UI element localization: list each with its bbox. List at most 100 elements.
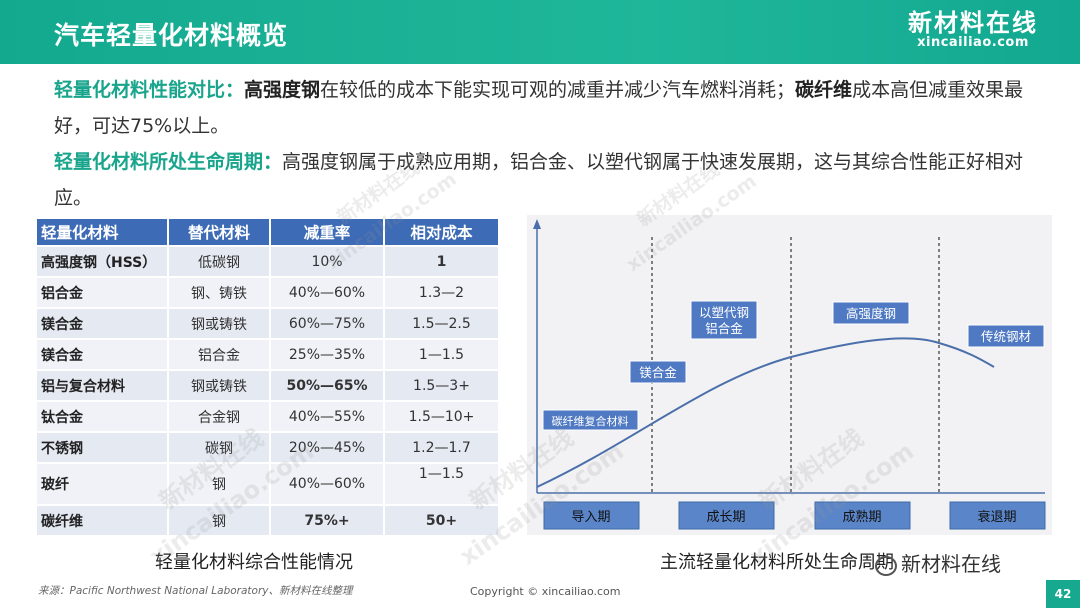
cell-rate: 50%—65% [271, 371, 383, 400]
table-row: 碳纤维 钢 75%+ 50+ [37, 506, 498, 535]
cell-replace: 钢或铸铁 [169, 309, 269, 338]
cell-rate: 25%—35% [271, 340, 383, 369]
col-header-rate: 减重率 [271, 219, 383, 245]
cell-replace: 铝合金 [169, 340, 269, 369]
annotation-box-magnesium [629, 360, 687, 384]
cell-material: 镁合金 [37, 309, 167, 338]
table-row: 镁合金 钢或铸铁 60%—75% 1.5—2.5 [37, 309, 498, 338]
cell-replace: 钢或铸铁 [169, 371, 269, 400]
annotation-hss: 高强度钢 [832, 301, 910, 325]
logo-en: xincailiao.com [917, 35, 1029, 50]
cell-rate: 20%—45% [271, 433, 383, 462]
cell-material: 镁合金 [37, 340, 167, 369]
intro-bold-cf: 碳纤维 [795, 79, 853, 101]
wechat-badge: 新材料在线 [875, 548, 1001, 577]
annotation-magnesium: 镁合金 [629, 360, 687, 384]
cell-rate: 10% [271, 247, 383, 276]
table-row: 高强度钢（HSS） 低碳钢 10% 1 [37, 247, 498, 276]
phase-box-mature [814, 501, 911, 530]
annotation-plastic-aluminum: 以塑代钢 铝合金 [690, 300, 758, 340]
phase-label-intro: 导入期 [543, 501, 640, 530]
annotation-text-carbon-fiber: 碳纤维复合材料 [552, 414, 629, 428]
annotation-text-aluminum: 铝合金 [705, 321, 743, 336]
table-row: 钛合金 合金钢 40%—55% 1.5—10+ [37, 402, 498, 431]
intro-text-3: 高强度钢属于成熟应用期，铝合金、以塑代钢属于快速发展期，这与其综合性能正好相对应… [54, 151, 1024, 209]
annotation-box-hss [832, 301, 910, 325]
annotation-text-plastic: 以塑代钢 [699, 305, 749, 320]
cell-material: 不锈钢 [37, 433, 167, 462]
cell-replace: 钢 [169, 506, 269, 535]
cell-rate: 40%—60% [271, 464, 383, 504]
phase-box-growth [678, 501, 775, 530]
phase-label-decline: 衰退期 [949, 501, 1046, 530]
annotation-box-carbon-fiber [542, 409, 639, 431]
annotation-text-hss: 高强度钢 [846, 306, 896, 321]
cell-material: 铝合金 [37, 278, 167, 307]
source-note: 来源：Pacific Northwest National Laboratory… [38, 585, 353, 597]
cell-material: 铝与复合材料 [37, 371, 167, 400]
annotation-text-traditional-steel: 传统钢材 [981, 329, 1031, 344]
col-header-replace: 替代材料 [169, 219, 269, 245]
cell-replace: 钢、铸铁 [169, 278, 269, 307]
cell-cost: 1.5—3+ [385, 371, 498, 400]
cell-rate: 60%—75% [271, 309, 383, 338]
cell-cost: 50+ [385, 506, 498, 535]
lifecycle-chart: 导入期 成长期 成熟期 衰退期 碳纤维复合材料 镁合金 以塑代钢 铝合金 [527, 215, 1052, 535]
cell-material: 碳纤维 [37, 506, 167, 535]
page-number: 42 [1046, 580, 1080, 608]
page-title: 汽车轻量化材料概览 [54, 21, 289, 50]
annotation-carbon-fiber: 碳纤维复合材料 [542, 409, 639, 431]
cell-cost: 1.5—10+ [385, 402, 498, 431]
phase-box-intro [543, 501, 640, 530]
cell-rate: 40%—55% [271, 402, 383, 431]
cell-cost: 1.2—1.7 [385, 433, 498, 462]
cell-cost: 1.5—2.5 [385, 309, 498, 338]
table-row: 镁合金 铝合金 25%—35% 1—1.5 [37, 340, 498, 369]
col-header-cost: 相对成本 [385, 219, 498, 245]
wechat-icon [875, 555, 897, 576]
table-caption: 轻量化材料综合性能情况 [155, 552, 353, 573]
phase-text-decline: 衰退期 [977, 509, 1016, 525]
chart-caption: 主流轻量化材料所处生命周期 [660, 552, 894, 573]
logo-cn: 新材料在线 [908, 9, 1038, 37]
cell-replace: 钢 [169, 464, 269, 504]
cell-cost: 1.3—2 [385, 278, 498, 307]
y-axis-arrow [533, 219, 541, 229]
lifecycle-curve [536, 337, 995, 488]
table-row: 铝合金 钢、铸铁 40%—60% 1.3—2 [37, 278, 498, 307]
phase-text-intro: 导入期 [571, 510, 610, 525]
annotation-text-magnesium: 镁合金 [639, 365, 677, 380]
phase-text-mature: 成熟期 [842, 509, 881, 525]
table-row: 不锈钢 碳钢 20%—45% 1.2—1.7 [37, 433, 498, 462]
table-row: 玻纤 钢 40%—60% 1—1.5 [37, 464, 498, 504]
cell-rate: 40%—60% [271, 278, 383, 307]
intro-bold-hss: 高强度钢 [244, 79, 321, 101]
table-row: 铝与复合材料 钢或铸铁 50%—65% 1.5—3+ [37, 371, 498, 400]
cell-cost: 1—1.5 [385, 340, 498, 369]
brand-logo[interactable]: 新材料在线 xincailiao.com [908, 10, 1038, 50]
cell-material: 玻纤 [37, 464, 167, 504]
intro-label-1: 轻量化材料性能对比： [54, 79, 245, 101]
phase-box-decline [949, 501, 1046, 530]
table-header-row: 轻量化材料 替代材料 减重率 相对成本 [37, 219, 498, 245]
cell-rate: 75%+ [271, 506, 383, 535]
cell-material: 钛合金 [37, 402, 167, 431]
cell-replace: 碳钢 [169, 433, 269, 462]
annotation-box-plastic-aluminum [690, 300, 758, 340]
materials-table: 轻量化材料 替代材料 减重率 相对成本 高强度钢（HSS） 低碳钢 10% 1 … [35, 217, 500, 537]
cell-replace: 合金钢 [169, 402, 269, 431]
annotation-box-traditional-steel [967, 324, 1045, 348]
phase-label-growth: 成长期 [678, 501, 775, 530]
intro-text: 轻量化材料性能对比：高强度钢在较低的成本下能实现可观的减重并减少汽车燃料消耗；碳… [54, 72, 1044, 216]
col-header-material: 轻量化材料 [37, 219, 167, 245]
intro-paragraph-1: 轻量化材料性能对比：高强度钢在较低的成本下能实现可观的减重并减少汽车燃料消耗；碳… [54, 72, 1044, 144]
cell-cost: 1 [385, 247, 498, 276]
copyright-text: Copyright © xincailiao.com [470, 585, 621, 598]
intro-label-2: 轻量化材料所处生命周期： [54, 151, 283, 173]
phase-label-mature: 成熟期 [814, 501, 911, 530]
intro-paragraph-2: 轻量化材料所处生命周期：高强度钢属于成熟应用期，铝合金、以塑代钢属于快速发展期，… [54, 144, 1044, 216]
cell-material: 高强度钢（HSS） [37, 247, 167, 276]
cell-cost: 1—1.5 [385, 464, 498, 504]
annotation-traditional-steel: 传统钢材 [967, 324, 1045, 348]
wechat-name: 新材料在线 [901, 552, 1001, 576]
